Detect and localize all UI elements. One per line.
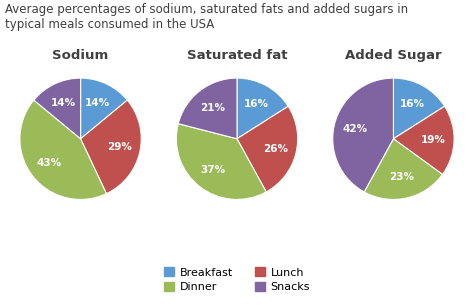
Wedge shape bbox=[364, 139, 443, 199]
Text: 26%: 26% bbox=[263, 144, 288, 154]
Title: Added Sugar: Added Sugar bbox=[345, 49, 442, 62]
Text: 29%: 29% bbox=[107, 142, 131, 152]
Wedge shape bbox=[393, 106, 454, 174]
Text: 21%: 21% bbox=[201, 102, 225, 113]
Text: 37%: 37% bbox=[201, 165, 226, 175]
Text: 43%: 43% bbox=[37, 158, 62, 168]
Wedge shape bbox=[81, 100, 141, 194]
Legend: Breakfast, Dinner, Lunch, Snacks: Breakfast, Dinner, Lunch, Snacks bbox=[160, 263, 314, 296]
Title: Saturated fat: Saturated fat bbox=[187, 49, 287, 62]
Wedge shape bbox=[20, 100, 106, 199]
Wedge shape bbox=[393, 78, 445, 139]
Text: 23%: 23% bbox=[390, 172, 415, 182]
Wedge shape bbox=[34, 78, 81, 139]
Wedge shape bbox=[176, 124, 266, 199]
Text: 14%: 14% bbox=[51, 98, 76, 108]
Wedge shape bbox=[178, 78, 237, 139]
Text: Average percentages of sodium, saturated fats and added sugars in
typical meals : Average percentages of sodium, saturated… bbox=[5, 3, 408, 31]
Text: 14%: 14% bbox=[85, 98, 110, 108]
Title: Sodium: Sodium bbox=[53, 49, 109, 62]
Wedge shape bbox=[81, 78, 128, 139]
Text: 16%: 16% bbox=[244, 99, 268, 109]
Text: 16%: 16% bbox=[400, 99, 425, 109]
Text: 19%: 19% bbox=[420, 135, 445, 145]
Text: 42%: 42% bbox=[343, 124, 368, 134]
Wedge shape bbox=[237, 78, 288, 139]
Wedge shape bbox=[237, 106, 298, 192]
Wedge shape bbox=[333, 78, 393, 192]
